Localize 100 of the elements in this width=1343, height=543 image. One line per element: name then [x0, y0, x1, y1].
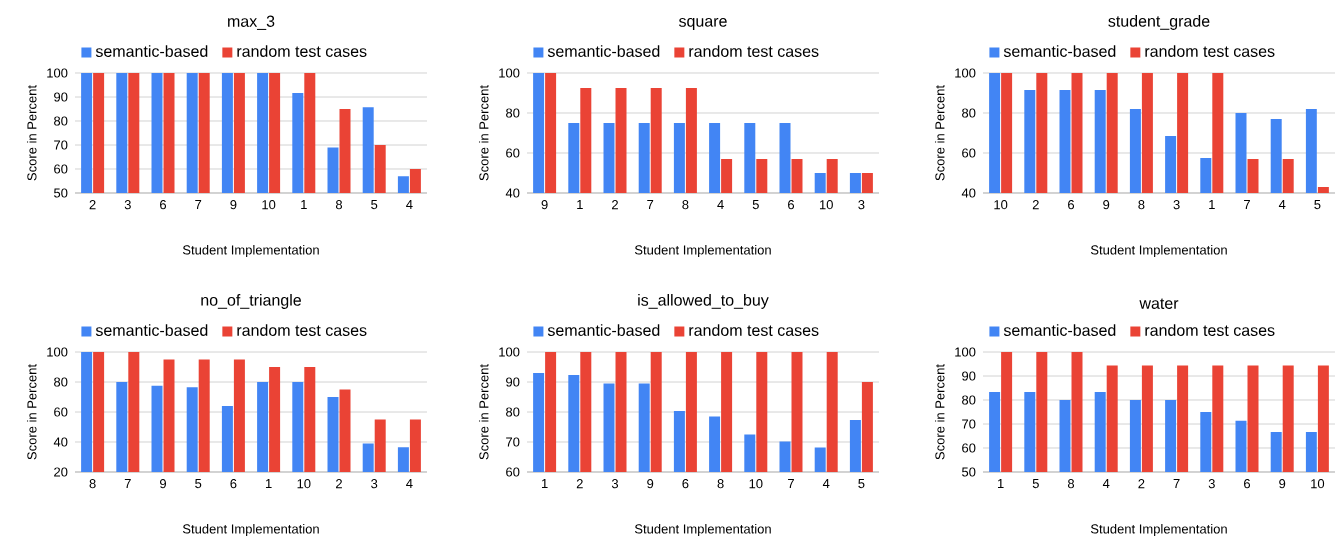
x-tick-label: 8 — [335, 200, 343, 210]
x-axis-title: Student Implementation — [182, 524, 319, 537]
x-tick-label: 10 — [1311, 479, 1325, 489]
x-tick-label: 9 — [541, 200, 548, 210]
x-tick-label: 1 — [1209, 200, 1215, 210]
chart-title: student_grade — [1108, 15, 1210, 31]
y-tick-label: 70 — [54, 140, 68, 150]
x-tick-label: 7 — [1244, 200, 1250, 210]
y-tick-label: 80 — [506, 108, 520, 118]
x-tick-label: 1 — [998, 479, 1004, 489]
x-axis-title: Student Implementation — [1090, 245, 1227, 258]
x-tick-label: 9 — [647, 479, 654, 489]
x-tick-label: 6 — [682, 479, 689, 489]
y-tick-label: 100 — [47, 68, 68, 78]
y-axis-title: Score in Percent — [478, 364, 489, 460]
y-tick-label: 40 — [961, 188, 976, 198]
y-tick-label: 70 — [506, 437, 520, 447]
chart-title: no_of_triangle — [201, 294, 301, 310]
x-tick-label: 10 — [819, 200, 833, 210]
y-tick-label: 60 — [962, 443, 976, 453]
x-tick-label: 7 — [647, 200, 654, 210]
legend-label: semantic-based — [1003, 45, 1116, 58]
x-tick-label: 2 — [576, 479, 583, 489]
y-tick-label: 50 — [54, 188, 68, 198]
x-tick-label: 9 — [230, 200, 237, 210]
y-tick-label: 90 — [54, 92, 68, 102]
y-tick-label: 40 — [505, 188, 520, 198]
x-axis-title: Student Implementation — [1090, 524, 1227, 537]
x-tick-label: 6 — [1244, 479, 1251, 489]
legend-label: semantic-based — [547, 324, 660, 337]
y-tick-label: 80 — [54, 377, 68, 387]
x-tick-label: 3 — [858, 200, 865, 210]
y-axis-title: Score in Percent — [478, 85, 489, 181]
legend-label: random test cases — [237, 324, 367, 337]
x-tick-label: 10 — [262, 200, 276, 210]
y-axis-title: Score in Percent — [934, 364, 945, 460]
x-axis-title: Student Implementation — [634, 524, 771, 537]
x-tick-label: 4 — [1278, 200, 1286, 210]
x-tick-label: 2 — [1138, 479, 1145, 489]
x-tick-label: 6 — [1068, 200, 1075, 210]
x-tick-label: 1 — [577, 200, 583, 210]
y-tick-label: 90 — [506, 377, 520, 387]
y-tick-label: 90 — [962, 371, 976, 381]
y-axis-title: Score in Percent — [26, 85, 37, 181]
legend-label: semantic-based — [95, 45, 208, 58]
x-tick-label: 8 — [717, 479, 724, 489]
chart-title: water — [1139, 298, 1179, 310]
x-tick-label: 5 — [1032, 479, 1039, 489]
x-tick-label: 7 — [124, 479, 131, 489]
y-tick-label: 20 — [54, 467, 68, 477]
x-tick-label: 9 — [1103, 200, 1110, 210]
x-tick-label: 2 — [89, 200, 96, 210]
x-tick-label: 4 — [1102, 479, 1110, 489]
y-tick-label: 100 — [499, 68, 520, 78]
x-tick-label: 5 — [371, 200, 378, 210]
x-tick-label: 7 — [195, 200, 202, 210]
x-axis-title: Student Implementation — [634, 245, 771, 258]
y-tick-label: 100 — [499, 347, 520, 357]
x-tick-label: 8 — [682, 200, 689, 210]
y-tick-label: 60 — [506, 467, 520, 477]
x-tick-label: 4 — [406, 479, 413, 489]
y-tick-label: 100 — [955, 68, 976, 78]
x-tick-label: 6 — [230, 479, 237, 489]
x-tick-label: 7 — [788, 479, 794, 489]
y-tick-label: 40 — [53, 437, 68, 447]
x-tick-label: 1 — [542, 479, 548, 489]
x-tick-label: 1 — [301, 200, 307, 210]
x-tick-label: 10 — [749, 479, 763, 489]
x-tick-label: 9 — [159, 479, 167, 489]
x-tick-label: 3 — [1208, 479, 1215, 489]
chart-title: max_3 — [228, 15, 275, 31]
legend-label: random test cases — [237, 45, 367, 58]
legend-label: random test cases — [1145, 324, 1275, 337]
y-tick-label: 80 — [962, 108, 976, 118]
y-tick-label: 60 — [506, 148, 520, 158]
y-tick-label: 50 — [962, 467, 976, 477]
x-tick-label: 6 — [788, 200, 795, 210]
x-tick-label: 3 — [371, 479, 378, 489]
legend-label: semantic-based — [95, 324, 208, 337]
x-tick-label: 3 — [124, 200, 131, 210]
x-tick-label: 3 — [1173, 200, 1180, 210]
x-tick-label: 10 — [994, 200, 1008, 210]
x-tick-label: 8 — [1138, 200, 1145, 210]
y-tick-label: 100 — [47, 347, 68, 357]
legend-label: semantic-based — [1003, 324, 1116, 337]
x-tick-label: 4 — [406, 200, 413, 210]
y-tick-label: 100 — [955, 347, 976, 357]
y-tick-label: 60 — [962, 148, 976, 158]
y-axis-title: Score in Percent — [934, 85, 945, 181]
x-tick-label: 3 — [611, 479, 619, 489]
x-tick-label: 4 — [717, 200, 724, 210]
y-tick-label: 60 — [54, 407, 68, 417]
x-tick-label: 10 — [297, 479, 311, 489]
y-tick-label: 80 — [506, 407, 520, 417]
x-tick-label: 5 — [195, 479, 202, 489]
y-tick-label: 80 — [54, 116, 68, 126]
legend-label: random test cases — [689, 324, 819, 337]
x-tick-label: 8 — [89, 479, 96, 489]
x-tick-label: 2 — [1032, 200, 1039, 210]
y-tick-label: 70 — [962, 419, 976, 429]
